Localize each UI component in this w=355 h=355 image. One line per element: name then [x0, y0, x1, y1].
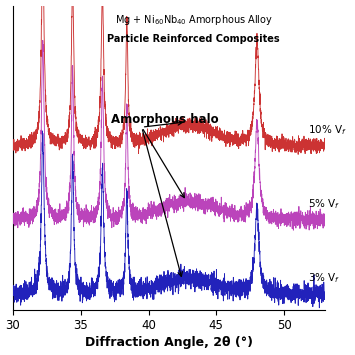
Text: Amorphous halo: Amorphous halo — [110, 113, 218, 126]
Text: Mg + Ni$_{60}$Nb$_{40}$ Amorphous Alloy: Mg + Ni$_{60}$Nb$_{40}$ Amorphous Alloy — [115, 13, 273, 27]
Text: 10% V$_f$: 10% V$_f$ — [308, 123, 348, 137]
X-axis label: Diffraction Angle, 2θ (°): Diffraction Angle, 2θ (°) — [85, 337, 253, 349]
Text: Particle Reinforced Composites: Particle Reinforced Composites — [108, 34, 280, 44]
Text: 5% V$_f$: 5% V$_f$ — [308, 197, 341, 211]
Text: 3% V$_f$: 3% V$_f$ — [308, 271, 341, 285]
